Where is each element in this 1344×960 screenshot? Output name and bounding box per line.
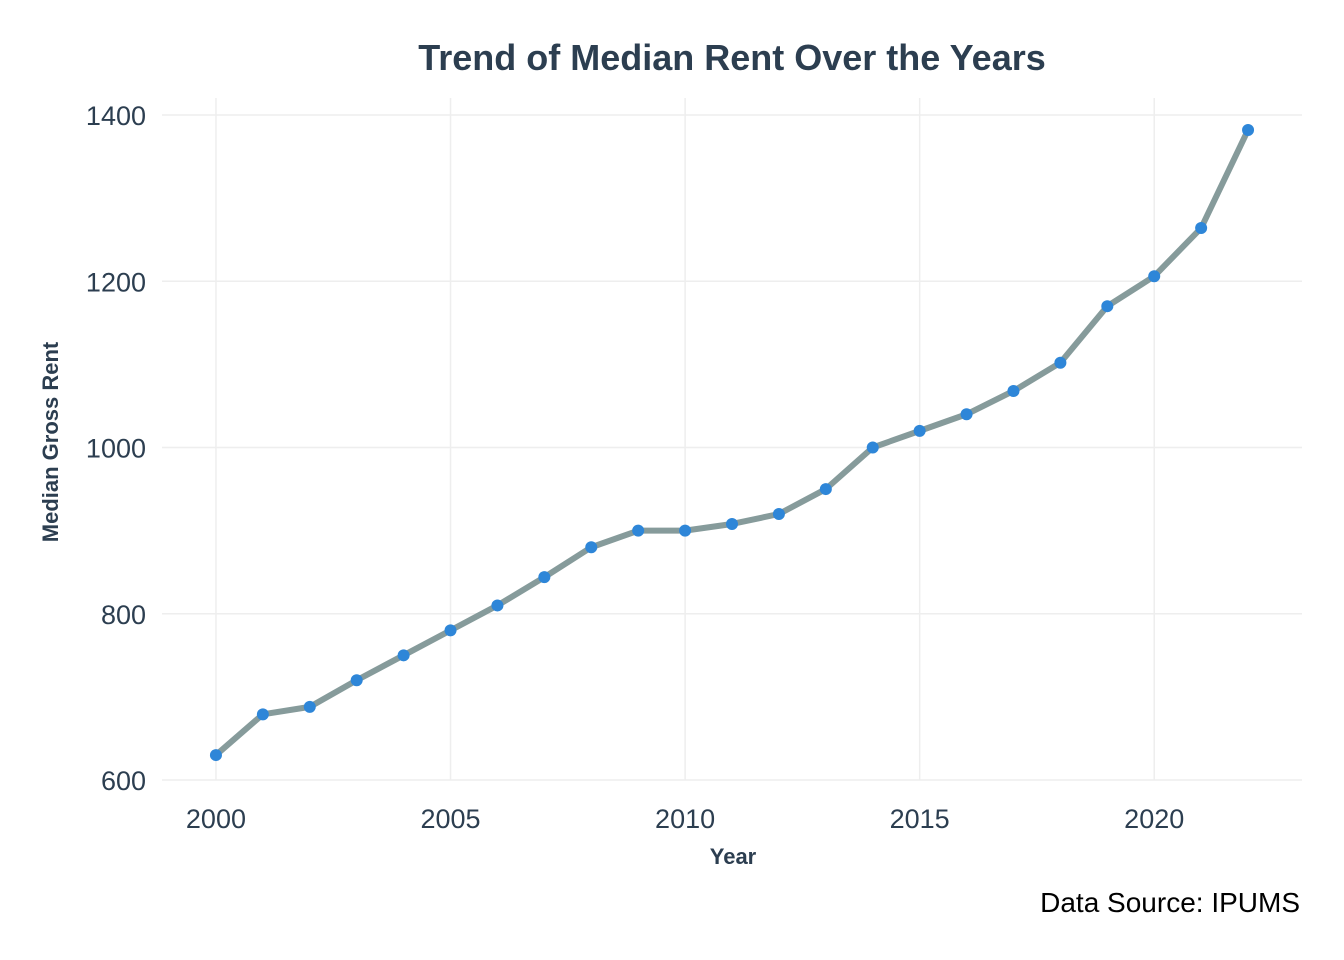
data-point: [209, 749, 222, 762]
data-point: [1242, 123, 1255, 136]
data-point: [1101, 300, 1114, 313]
data-point: [1195, 222, 1208, 235]
y-tick-label: 1200: [86, 267, 146, 297]
y-tick-label: 1000: [86, 434, 146, 464]
data-point: [1007, 384, 1020, 397]
data-point: [585, 541, 598, 554]
data-point: [350, 674, 363, 687]
caption: Data Source: IPUMS: [1040, 887, 1300, 918]
x-tick-label: 2000: [186, 804, 246, 834]
series-group: [209, 123, 1255, 762]
data-point: [632, 524, 645, 537]
data-point: [913, 424, 926, 437]
data-point: [1054, 356, 1067, 369]
series-line: [212, 126, 1252, 759]
data-point: [256, 708, 269, 721]
data-point: [679, 524, 692, 537]
data-point: [444, 624, 457, 637]
grid: [162, 98, 1302, 781]
x-tick-labels: 2000 2005 2010 2015 2020: [186, 804, 1184, 834]
x-tick-label: 2020: [1124, 804, 1184, 834]
data-point: [866, 441, 879, 454]
x-tick-label: 2010: [655, 804, 715, 834]
x-tick-label: 2005: [420, 804, 480, 834]
y-tick-label: 600: [101, 766, 146, 796]
y-axis-title: Median Gross Rent: [38, 341, 63, 542]
y-tick-label: 1400: [86, 101, 146, 131]
data-point: [303, 700, 316, 713]
x-axis-title: Year: [710, 844, 757, 869]
chart-title: Trend of Median Rent Over the Years: [418, 37, 1046, 78]
data-point: [726, 517, 738, 530]
data-point: [819, 483, 832, 496]
data-point: [491, 599, 504, 612]
y-tick-labels: 600 800 1000 1200 1400: [86, 101, 146, 796]
data-point: [960, 408, 973, 421]
y-tick-label: 800: [101, 600, 146, 630]
x-tick-label: 2015: [890, 804, 950, 834]
data-point: [397, 649, 410, 662]
data-point: [772, 508, 785, 520]
data-point: [538, 571, 551, 584]
data-point: [1148, 270, 1161, 283]
